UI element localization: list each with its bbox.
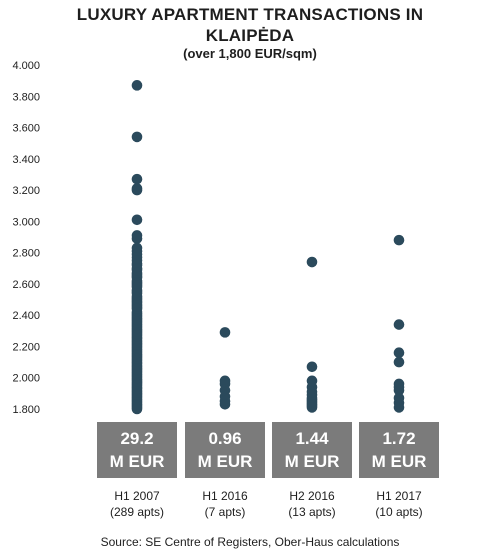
data-point — [393, 356, 405, 368]
data-point — [393, 384, 405, 396]
data-point — [306, 402, 318, 413]
y-tick-label: 1.800 — [12, 404, 40, 416]
category-count: (10 apts) — [375, 505, 422, 519]
total-unit: M EUR — [372, 452, 427, 471]
data-point — [393, 234, 405, 246]
data-point — [131, 131, 143, 143]
data-point — [219, 327, 231, 338]
y-tick-label: 2.000 — [12, 373, 40, 385]
data-point — [131, 233, 143, 244]
y-tick-label: 3.000 — [12, 216, 40, 228]
y-tick-label: 3.800 — [12, 91, 40, 103]
data-point — [131, 184, 143, 196]
data-point — [306, 256, 318, 268]
y-tick-label: 2.200 — [12, 341, 40, 353]
category-label: H2 2016 — [289, 489, 335, 503]
scatter-chart: 1.800 2.000 2.200 2.400 2.600 2.800 3.000 3.200… — [12, 60, 439, 519]
y-tick-label: 4.000 — [12, 60, 40, 72]
y-tick-label: 3.600 — [12, 123, 40, 135]
data-point — [393, 402, 405, 413]
chart-title-line1: LUXURY APARTMENT TRANSACTIONS IN — [76, 5, 424, 24]
category-count: (7 apts) — [205, 505, 246, 519]
chart-title: LUXURY APARTMENT TRANSACTIONS IN KLAIPĖD… — [0, 4, 500, 46]
total-unit: M EUR — [198, 452, 253, 471]
data-point — [306, 361, 318, 373]
chart-subtitle: (over 1,800 EUR/sqm) — [183, 46, 317, 61]
category-label: H1 2016 — [202, 489, 248, 503]
chart-title-line2: KLAIPĖDA — [205, 26, 295, 45]
total-box — [359, 422, 439, 478]
data-point — [219, 399, 231, 410]
total-unit: M EUR — [285, 452, 340, 471]
category-label: H1 2007 — [114, 489, 160, 503]
y-tick-label: 2.600 — [12, 279, 40, 291]
total-box — [97, 422, 177, 478]
data-point — [393, 347, 405, 359]
total-value: 1.44 — [295, 429, 329, 448]
total-box — [272, 422, 352, 478]
y-tick-label: 3.200 — [12, 185, 40, 197]
y-tick-label: 3.400 — [12, 154, 40, 166]
data-point — [131, 214, 143, 226]
category-label: H1 2017 — [376, 489, 422, 503]
total-value: 1.72 — [382, 429, 415, 448]
data-point — [131, 403, 143, 415]
total-unit: M EUR — [110, 452, 165, 471]
total-value: 0.96 — [208, 429, 241, 448]
y-tick-label: 2.800 — [12, 248, 40, 260]
data-point — [393, 319, 405, 330]
total-box — [185, 422, 265, 478]
category-count: (289 apts) — [110, 505, 164, 519]
data-point — [131, 173, 143, 185]
y-tick-label: 2.400 — [12, 310, 40, 322]
source-note: Source: SE Centre of Registers, Ober-Hau… — [100, 535, 400, 549]
total-value: 29.2 — [120, 429, 153, 448]
data-point — [131, 80, 143, 91]
category-count: (13 apts) — [288, 505, 335, 519]
